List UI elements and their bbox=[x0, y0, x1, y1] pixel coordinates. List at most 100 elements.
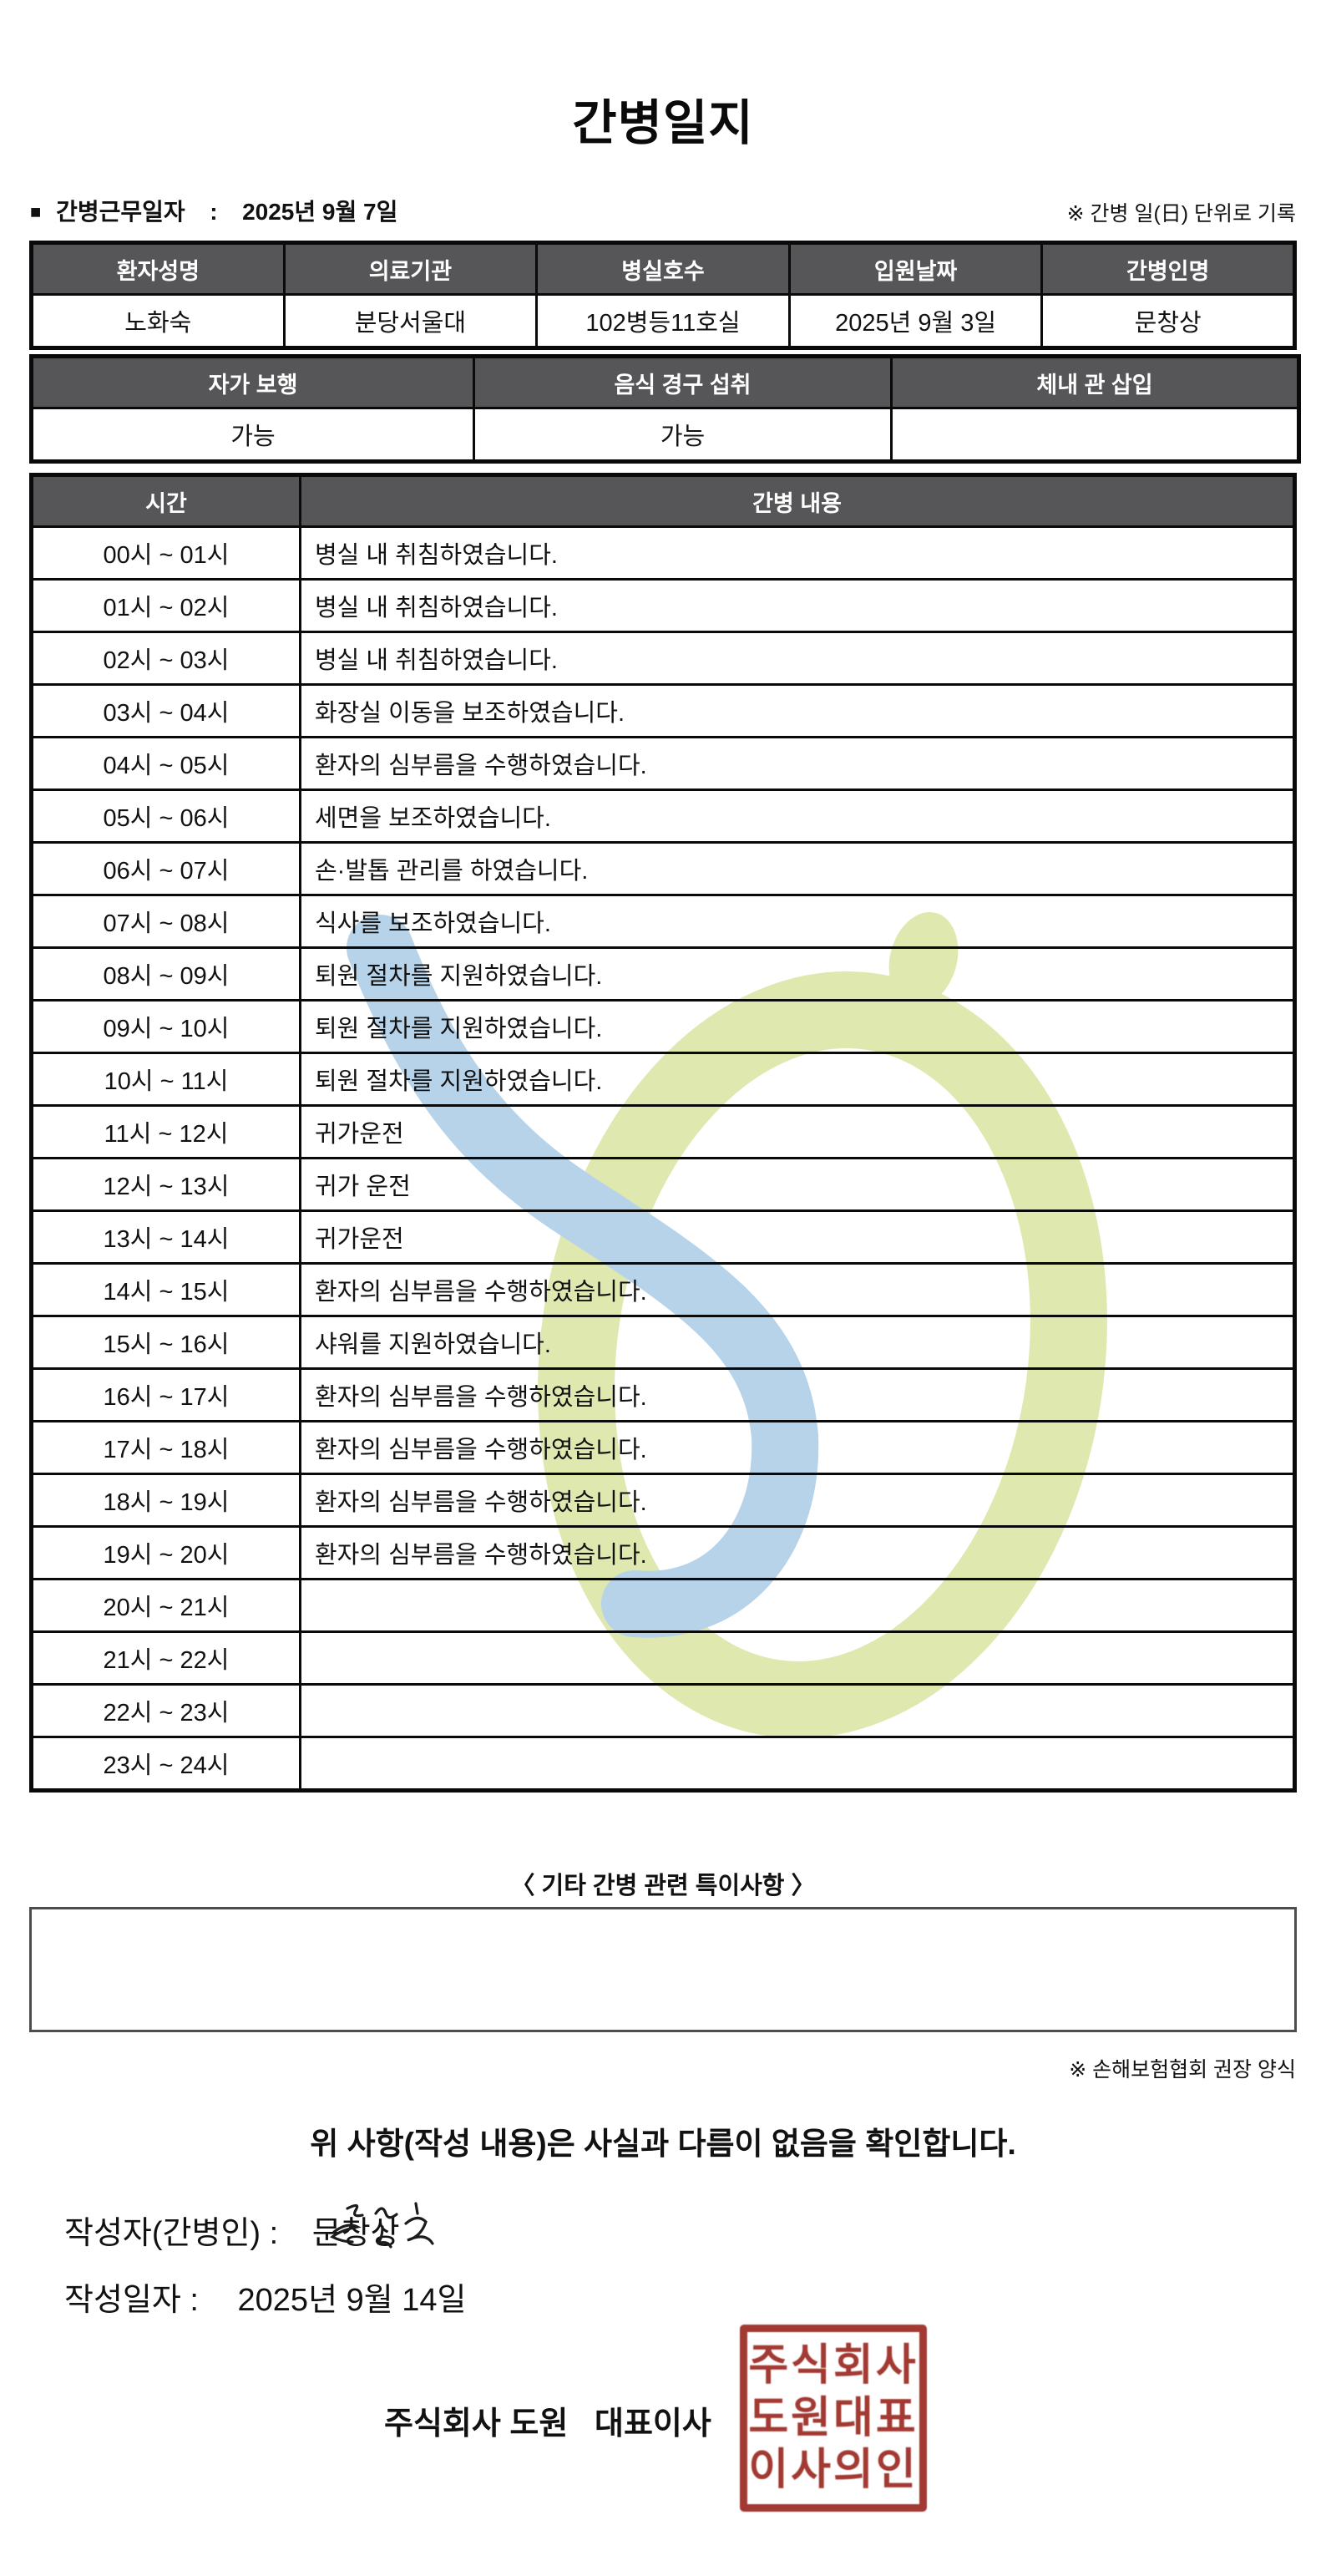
care-log-row: 00시 ~ 01시 병실 내 취침하였습니다. bbox=[30, 525, 1296, 581]
care-content-cell: 환자의 심부름을 수행하였습니다. bbox=[299, 1525, 1296, 1580]
patient-value-row: 노화숙 분당서울대 102병등11호실 2025년 9월 3일 문창상 bbox=[30, 293, 1296, 349]
write-date-label: 작성일자 : bbox=[64, 2283, 199, 2318]
patient-header-cell: 입원날짜 bbox=[787, 241, 1044, 296]
status-value-cell: 가능 bbox=[30, 407, 475, 463]
care-content-cell: 환자의 심부름을 수행하였습니다. bbox=[299, 1367, 1296, 1422]
patient-value-cell: 102병등11호실 bbox=[535, 293, 791, 349]
care-time-cell: 19시 ~ 20시 bbox=[30, 1525, 301, 1580]
care-time-cell: 06시 ~ 07시 bbox=[30, 841, 301, 896]
care-time-cell: 13시 ~ 14시 bbox=[30, 1209, 301, 1265]
seal-line-3: 이사의인 bbox=[748, 2446, 919, 2495]
care-content-cell: 귀가운전 bbox=[299, 1209, 1296, 1265]
work-date-value: 2025년 9월 7일 bbox=[242, 199, 398, 225]
care-time-cell: 04시 ~ 05시 bbox=[30, 736, 301, 791]
care-content-cell: 병실 내 취침하였습니다. bbox=[299, 631, 1296, 686]
patient-value-cell: 2025년 9월 3일 bbox=[787, 293, 1044, 349]
square-bullet-icon: ■ bbox=[30, 201, 42, 222]
care-time-cell: 08시 ~ 09시 bbox=[30, 946, 301, 1001]
care-content-cell: 병실 내 취침하였습니다. bbox=[299, 578, 1296, 633]
write-date-line: 작성일자 : 2025년 9월 14일 bbox=[64, 2274, 466, 2320]
care-time-cell: 02시 ~ 03시 bbox=[30, 631, 301, 686]
patient-header-cell: 의료기관 bbox=[282, 241, 539, 296]
care-log-row: 07시 ~ 08시 식사를 보조하였습니다. bbox=[30, 894, 1296, 949]
work-date-line: ■ 간병근무일자 : 2025년 9월 7일 bbox=[30, 194, 397, 227]
care-log-table: 시간 간병 내용 00시 ~ 01시 병실 내 취침하였습니다. 01시 ~ 0… bbox=[29, 473, 1297, 1793]
content-column-header: 간병 내용 bbox=[299, 474, 1296, 528]
care-content-cell: 식사를 보조하였습니다. bbox=[299, 894, 1296, 949]
care-log-row: 12시 ~ 13시 귀가 운전 bbox=[30, 1157, 1296, 1212]
care-time-cell: 14시 ~ 15시 bbox=[30, 1262, 301, 1317]
care-time-cell: 09시 ~ 10시 bbox=[30, 999, 301, 1054]
care-time-cell: 12시 ~ 13시 bbox=[30, 1157, 301, 1212]
patient-value-cell: 분당서울대 bbox=[282, 293, 539, 349]
care-time-cell: 01시 ~ 02시 bbox=[30, 578, 301, 633]
notes-section-title: 〈 기타 간병 관련 특이사항 〉 bbox=[510, 1873, 816, 1899]
care-log-row: 03시 ~ 04시 화장실 이동을 보조하였습니다. bbox=[30, 683, 1296, 738]
care-time-cell: 07시 ~ 08시 bbox=[30, 894, 301, 949]
writer-name: 문창상 bbox=[311, 2216, 400, 2251]
care-header-row: 시간 간병 내용 bbox=[30, 474, 1296, 528]
care-content-cell: 세면을 보조하였습니다. bbox=[299, 789, 1296, 844]
care-time-cell: 00시 ~ 01시 bbox=[30, 525, 301, 581]
care-time-cell: 05시 ~ 06시 bbox=[30, 789, 301, 844]
care-content-cell: 환자의 심부름을 수행하였습니다. bbox=[299, 1473, 1296, 1528]
seal-line-1: 주식회사 bbox=[748, 2341, 919, 2391]
confirmation-statement: 위 사항(작성 내용)은 사실과 다름이 없음을 확인합니다. bbox=[310, 2127, 1016, 2161]
care-log-row: 10시 ~ 11시 퇴원 절차를 지원하였습니다. bbox=[30, 1052, 1296, 1107]
care-log-row: 23시 ~ 24시 bbox=[30, 1736, 1296, 1792]
care-content-cell: 손·발톱 관리를 하였습니다. bbox=[299, 841, 1296, 896]
write-date-value: 2025년 9월 14일 bbox=[237, 2283, 467, 2318]
form-standard-note: ※ 손해보험협회 권장 양식 bbox=[1069, 2058, 1296, 2082]
care-time-cell: 18시 ~ 19시 bbox=[30, 1473, 301, 1528]
care-log-row: 22시 ~ 23시 bbox=[30, 1683, 1296, 1738]
seal-line-2: 도원대표 bbox=[748, 2393, 919, 2442]
care-time-cell: 10시 ~ 11시 bbox=[30, 1052, 301, 1107]
status-value-row: 가능 가능 bbox=[30, 407, 1300, 463]
page-title: 간병일지 bbox=[572, 96, 754, 150]
company-ceo-line: 주식회사 도원 대표이사 bbox=[384, 2406, 711, 2442]
care-log-row: 06시 ~ 07시 손·발톱 관리를 하였습니다. bbox=[30, 841, 1296, 896]
care-log-row: 08시 ~ 09시 퇴원 절차를 지원하였습니다. bbox=[30, 946, 1296, 1001]
notes-box bbox=[29, 1907, 1297, 2032]
status-header-row: 자가 보행 음식 경구 섭취 체내 관 삽입 bbox=[30, 355, 1300, 409]
care-content-cell: 퇴원 절차를 지원하였습니다. bbox=[299, 1052, 1296, 1107]
info-row: ■ 간병근무일자 : 2025년 9월 7일 ※ 간병 일(日) 단위로 기록 bbox=[30, 194, 1296, 227]
care-time-cell: 20시 ~ 21시 bbox=[30, 1578, 301, 1633]
care-content-cell: 퇴원 절차를 지원하였습니다. bbox=[299, 946, 1296, 1001]
care-time-cell: 22시 ~ 23시 bbox=[30, 1683, 301, 1738]
patient-value-cell: 노화숙 bbox=[30, 293, 286, 349]
unit-note: ※ 간병 일(日) 단위로 기록 bbox=[1066, 202, 1296, 226]
care-log-row: 02시 ~ 03시 병실 내 취침하였습니다. bbox=[30, 631, 1296, 686]
writer-line: 작성자(간병인) : 문창상 bbox=[64, 2207, 400, 2253]
care-content-cell: 환자의 심부름을 수행하였습니다. bbox=[299, 736, 1296, 791]
care-time-cell: 17시 ~ 18시 bbox=[30, 1420, 301, 1475]
care-log-row: 04시 ~ 05시 환자의 심부름을 수행하였습니다. bbox=[30, 736, 1296, 791]
care-log-row: 17시 ~ 18시 환자의 심부름을 수행하였습니다. bbox=[30, 1420, 1296, 1475]
care-content-cell bbox=[299, 1736, 1296, 1792]
patient-value-cell: 문창상 bbox=[1040, 293, 1296, 349]
patient-status-table: 자가 보행 음식 경구 섭취 체내 관 삽입 가능 가능 bbox=[29, 354, 1301, 464]
status-header-cell: 음식 경구 섭취 bbox=[473, 355, 893, 409]
care-log-row: 09시 ~ 10시 퇴원 절차를 지원하였습니다. bbox=[30, 999, 1296, 1054]
care-log-row: 18시 ~ 19시 환자의 심부름을 수행하였습니다. bbox=[30, 1473, 1296, 1528]
status-value-cell bbox=[890, 407, 1300, 463]
care-time-cell: 11시 ~ 12시 bbox=[30, 1104, 301, 1159]
patient-info-table: 환자성명 의료기관 병실호수 입원날짜 간병인명 노화숙 분당서울대 102병등11호실 20… bbox=[29, 241, 1297, 350]
care-log-row: 21시 ~ 22시 bbox=[30, 1630, 1296, 1686]
care-log-row: 14시 ~ 15시 환자의 심부름을 수행하였습니다. bbox=[30, 1262, 1296, 1317]
care-log-row: 11시 ~ 12시 귀가운전 bbox=[30, 1104, 1296, 1159]
care-time-cell: 16시 ~ 17시 bbox=[30, 1367, 301, 1422]
care-content-cell: 환자의 심부름을 수행하였습니다. bbox=[299, 1262, 1296, 1317]
care-log-row: 20시 ~ 21시 bbox=[30, 1578, 1296, 1633]
care-content-cell: 환자의 심부름을 수행하였습니다. bbox=[299, 1420, 1296, 1475]
care-content-cell: 화장실 이동을 보조하였습니다. bbox=[299, 683, 1296, 738]
care-time-cell: 23시 ~ 24시 bbox=[30, 1736, 301, 1792]
care-log-row: 01시 ~ 02시 병실 내 취침하였습니다. bbox=[30, 578, 1296, 633]
care-log-row: 15시 ~ 16시 샤워를 지원하였습니다. bbox=[30, 1315, 1296, 1370]
patient-header-cell: 간병인명 bbox=[1040, 241, 1296, 296]
care-time-cell: 21시 ~ 22시 bbox=[30, 1630, 301, 1686]
care-log-row: 05시 ~ 06시 세면을 보조하였습니다. bbox=[30, 789, 1296, 844]
care-content-cell: 귀가 운전 bbox=[299, 1157, 1296, 1212]
work-date-colon: : bbox=[210, 199, 218, 225]
